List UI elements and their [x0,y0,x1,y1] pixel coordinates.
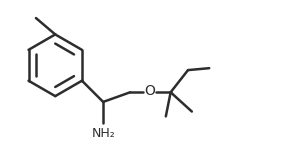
Text: NH₂: NH₂ [91,127,115,140]
Text: O: O [144,84,155,98]
